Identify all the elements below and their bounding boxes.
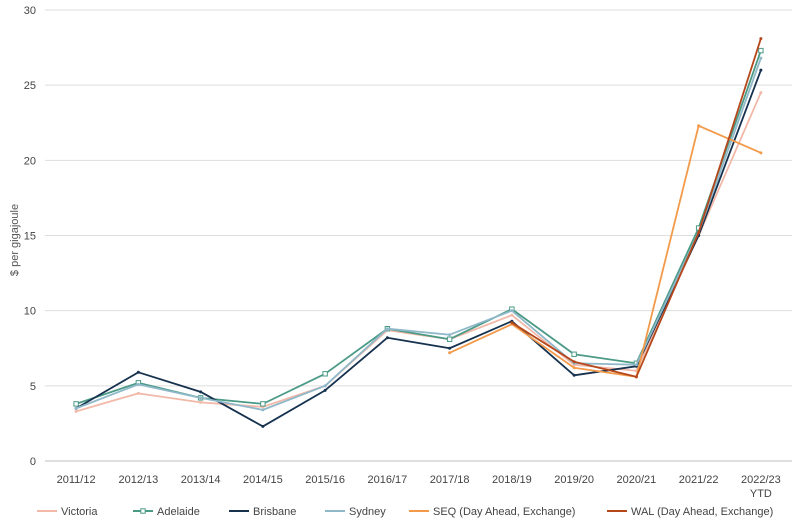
series-victoria xyxy=(74,91,763,413)
series-line xyxy=(75,57,762,411)
data-point xyxy=(759,151,763,155)
x-tick-label: YTD xyxy=(750,488,772,500)
legend-label: Victoria xyxy=(61,506,98,518)
data-point xyxy=(385,327,389,331)
y-tick-label: 25 xyxy=(24,80,36,92)
data-point xyxy=(322,371,328,377)
data-point xyxy=(571,351,577,357)
data-point xyxy=(74,406,78,410)
data-point xyxy=(510,309,514,313)
legend-item: Victoria xyxy=(37,506,98,518)
data-point xyxy=(759,37,763,41)
data-point xyxy=(261,424,265,428)
data-point xyxy=(199,396,203,400)
x-tick-label: 2015/16 xyxy=(305,474,345,486)
data-point xyxy=(759,68,763,72)
data-point xyxy=(759,56,763,60)
data-point xyxy=(510,321,514,325)
legend-label: Adelaide xyxy=(157,506,200,518)
data-point xyxy=(634,375,638,379)
data-point xyxy=(74,409,78,413)
x-tick-label: 2018/19 xyxy=(492,474,532,486)
y-tick-label: 15 xyxy=(24,231,36,243)
data-point xyxy=(448,351,452,355)
legend-item: Adelaide xyxy=(133,506,200,518)
x-tick-label: 2014/15 xyxy=(243,474,283,486)
x-tick-label: 2022/23 xyxy=(741,474,781,486)
data-point xyxy=(136,370,140,374)
legend-label: SEQ (Day Ahead, Exchange) xyxy=(433,506,575,518)
y-tick-label: 5 xyxy=(30,381,36,393)
y-tick-label: 0 xyxy=(30,456,36,468)
data-point xyxy=(199,390,203,394)
data-point xyxy=(136,391,140,395)
series-line xyxy=(75,50,762,405)
data-point xyxy=(758,47,764,54)
data-point xyxy=(446,336,453,342)
x-tick-label: 2020/21 xyxy=(616,474,656,486)
series-sydney xyxy=(74,56,763,412)
data-point xyxy=(260,401,266,407)
series-brisbane xyxy=(74,68,763,428)
grid-lines xyxy=(45,9,792,387)
y-tick-label: 10 xyxy=(24,306,36,318)
data-point xyxy=(323,388,327,392)
data-point xyxy=(385,336,389,340)
data-point xyxy=(759,91,763,95)
y-axis-label: $ per gigajoule xyxy=(9,204,21,276)
data-point xyxy=(510,313,514,317)
legend-label: WAL (Day Ahead, Exchange) xyxy=(631,506,773,518)
legend-item: WAL (Day Ahead, Exchange) xyxy=(607,506,773,518)
x-tick-label: 2016/17 xyxy=(367,474,407,486)
data-point xyxy=(323,384,327,388)
x-tick-label: 2012/13 xyxy=(118,474,158,486)
legend: Victoria Adelaide Brisbane Sydney SEQ (Day A… xyxy=(37,506,773,518)
legend-item: Sydney xyxy=(325,506,386,518)
data-point xyxy=(261,408,265,412)
series-line xyxy=(511,38,762,378)
data-point xyxy=(572,373,576,377)
data-point xyxy=(448,333,452,337)
data-point xyxy=(572,366,576,370)
x-tick-label: 2011/12 xyxy=(57,474,96,486)
legend-marker xyxy=(140,508,146,514)
data-point xyxy=(634,363,638,367)
y-axis-ticks: 0 5 10 15 20 25 30 xyxy=(24,5,36,468)
series-line xyxy=(449,124,762,378)
legend-label: Sydney xyxy=(349,506,386,518)
series-adelaide xyxy=(73,47,764,407)
x-tick-label: 2021/22 xyxy=(679,474,719,486)
series-line xyxy=(75,69,762,428)
legend-label: Brisbane xyxy=(253,506,296,518)
series-wal-day-ahead-exchange xyxy=(510,37,763,379)
data-point xyxy=(697,230,701,234)
data-point xyxy=(73,401,79,407)
data-point xyxy=(572,360,576,364)
x-tick-label: 2019/20 xyxy=(554,474,594,486)
data-point xyxy=(697,124,701,128)
legend-item: SEQ (Day Ahead, Exchange) xyxy=(409,506,575,518)
y-tick-label: 20 xyxy=(24,155,36,167)
series-seq-day-ahead-exchange xyxy=(448,124,763,379)
legend-item: Brisbane xyxy=(229,506,296,518)
data-point xyxy=(448,346,452,350)
series-line xyxy=(75,92,762,413)
data-point xyxy=(199,400,203,404)
series-lines xyxy=(73,37,764,428)
x-tick-label: 2013/14 xyxy=(181,474,221,486)
x-tick-label: 2017/18 xyxy=(430,474,470,486)
data-point xyxy=(136,382,140,386)
x-axis-ticks: 2011/12 2012/13 2013/14 2014/15 2015/16 2016/… xyxy=(57,474,781,500)
y-tick-label: 30 xyxy=(24,5,36,17)
